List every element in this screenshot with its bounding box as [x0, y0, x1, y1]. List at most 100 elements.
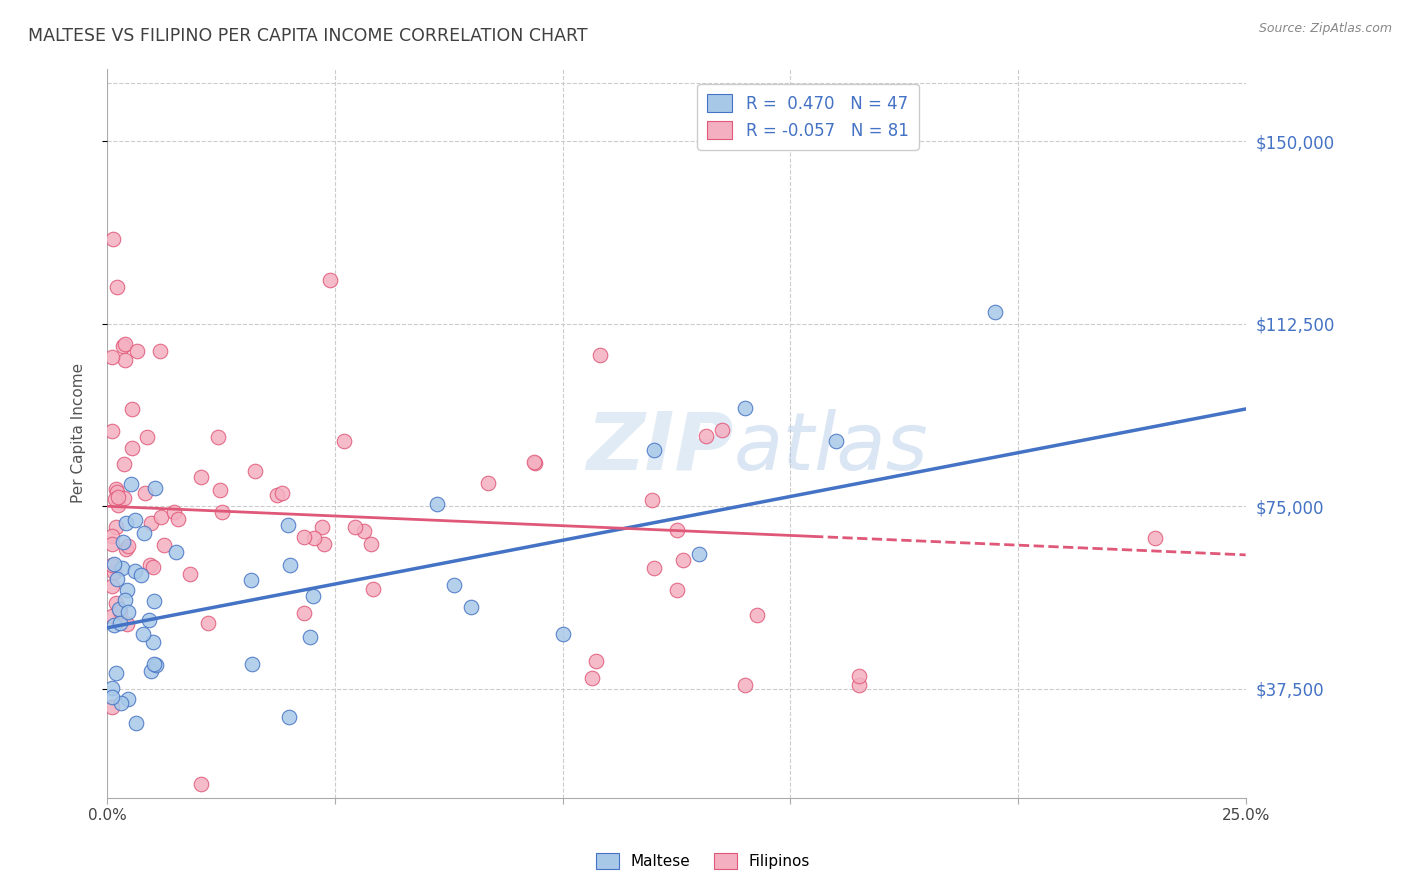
Point	[103, 565, 125, 579]
Point	[103, 232, 125, 246]
Point	[443, 578, 465, 592]
Point	[117, 692, 139, 706]
Point	[105, 572, 128, 586]
Point	[139, 516, 162, 531]
Point	[581, 672, 603, 686]
Point	[108, 615, 131, 630]
Point	[551, 627, 574, 641]
Point	[111, 561, 134, 575]
Point	[688, 547, 710, 561]
Point	[120, 476, 142, 491]
Point	[641, 492, 664, 507]
Point	[115, 583, 138, 598]
Point	[121, 441, 143, 455]
Point	[124, 564, 146, 578]
Point	[363, 582, 385, 597]
Point	[132, 627, 155, 641]
Point	[734, 401, 756, 416]
Point	[666, 582, 689, 597]
Point	[136, 430, 159, 444]
Point	[710, 423, 733, 437]
Point	[665, 523, 688, 537]
Point	[117, 539, 139, 553]
Point	[245, 464, 267, 478]
Point	[104, 520, 127, 534]
Point	[125, 344, 148, 359]
Point	[145, 658, 167, 673]
Point	[100, 558, 122, 573]
Text: Source: ZipAtlas.com: Source: ZipAtlas.com	[1258, 22, 1392, 36]
Point	[643, 561, 665, 575]
Point	[848, 678, 870, 692]
Point	[246, 830, 269, 844]
Point	[124, 513, 146, 527]
Point	[142, 634, 165, 648]
Point	[114, 352, 136, 367]
Point	[734, 825, 756, 839]
Point	[211, 505, 233, 519]
Point	[240, 574, 263, 588]
Point	[131, 567, 153, 582]
Point	[734, 678, 756, 692]
Point	[134, 486, 156, 500]
Point	[190, 470, 212, 484]
Point	[277, 518, 299, 533]
Point	[107, 490, 129, 504]
Point	[302, 532, 325, 546]
Point	[314, 537, 336, 551]
Point	[101, 579, 124, 593]
Point	[112, 457, 135, 471]
Point	[524, 456, 547, 470]
Point	[167, 511, 190, 525]
Point	[149, 344, 172, 359]
Point	[103, 617, 125, 632]
Point	[108, 602, 131, 616]
Point	[1143, 531, 1166, 545]
Point	[984, 304, 1007, 318]
Point	[104, 482, 127, 496]
Point	[292, 530, 315, 544]
Point	[105, 485, 128, 500]
Point	[115, 541, 138, 556]
Point	[132, 526, 155, 541]
Point	[139, 558, 162, 572]
Point	[110, 696, 132, 710]
Point	[117, 605, 139, 619]
Point	[114, 337, 136, 351]
Point	[266, 487, 288, 501]
Point	[100, 690, 122, 704]
Point	[695, 429, 717, 443]
Legend: R =  0.470   N = 47, R = -0.057   N = 81: R = 0.470 N = 47, R = -0.057 N = 81	[697, 84, 918, 150]
Point	[848, 669, 870, 683]
Point	[672, 553, 695, 567]
Point	[278, 558, 301, 573]
Y-axis label: Per Capita Income: Per Capita Income	[72, 363, 86, 503]
Point	[114, 516, 136, 530]
Text: atlas: atlas	[734, 409, 928, 487]
Point	[100, 350, 122, 364]
Point	[100, 608, 122, 623]
Point	[292, 606, 315, 620]
Point	[104, 491, 127, 506]
Point	[125, 716, 148, 731]
Point	[197, 615, 219, 630]
Point	[207, 430, 229, 444]
Point	[112, 535, 135, 549]
Point	[319, 273, 342, 287]
Point	[101, 537, 124, 551]
Legend: Maltese, Filipinos: Maltese, Filipinos	[589, 847, 817, 875]
Point	[179, 566, 201, 581]
Point	[143, 657, 166, 671]
Point	[460, 599, 482, 614]
Point	[163, 505, 186, 519]
Point	[332, 434, 354, 449]
Point	[142, 593, 165, 607]
Point	[747, 608, 769, 623]
Point	[152, 538, 174, 552]
Point	[149, 509, 172, 524]
Point	[138, 614, 160, 628]
Point	[165, 545, 187, 559]
Point	[143, 481, 166, 495]
Point	[240, 657, 263, 671]
Point	[112, 339, 135, 353]
